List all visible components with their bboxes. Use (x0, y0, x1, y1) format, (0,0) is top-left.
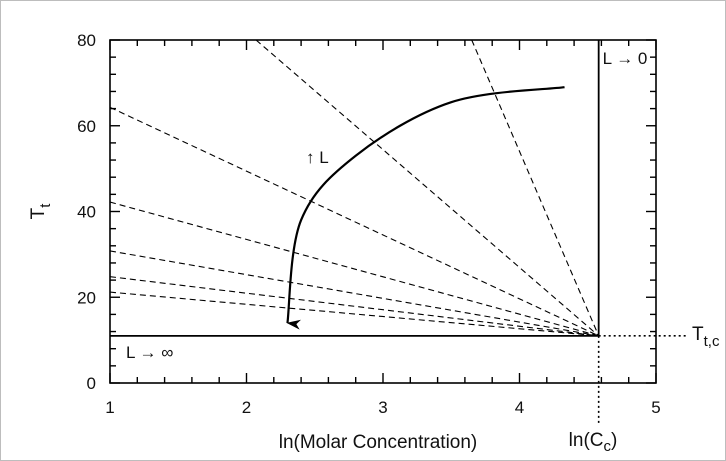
y-tick-label: 20 (77, 288, 96, 307)
dashed-line (255, 40, 600, 337)
critical-temperature-label-main: T (692, 324, 704, 345)
y-tick-label: 0 (87, 374, 96, 393)
critical-concentration-label-subscript: c (604, 438, 612, 455)
dashed-line (110, 291, 599, 337)
y-tick-labels: 0 20 40 60 80 (77, 31, 96, 393)
x-tick-label: 4 (515, 398, 524, 417)
critical-concentration-label-main: ln(C (569, 430, 604, 451)
x-tick-label: 1 (105, 398, 114, 417)
dashed-line (110, 201, 599, 337)
l-infinity-label: L → ∞ (126, 343, 173, 362)
dashed-line (110, 250, 599, 337)
x-axis-label: ln(Molar Concentration) (279, 432, 478, 453)
critical-dotted-lines (597, 335, 686, 424)
y-axis-label: Tt (28, 203, 54, 220)
y-tick-label: 80 (77, 31, 96, 50)
x-tick-label: 2 (242, 398, 251, 417)
dashed-line (471, 40, 600, 337)
critical-temperature-label: Tt,c (692, 324, 720, 350)
x-tick-labels: 1 2 3 4 5 (105, 398, 660, 417)
y-tick-label: 40 (77, 203, 96, 222)
critical-concentration-label-suffix: ) (611, 430, 617, 451)
axis-ticks (109, 39, 657, 384)
dashed-line (110, 276, 599, 337)
increasing-l-label: ↑ L (306, 148, 329, 167)
increasing-l-arrow-curve (286, 86, 565, 330)
l-zero-label: L → 0 (603, 49, 648, 68)
dashed-lines (110, 40, 600, 337)
x-tick-label: 5 (651, 398, 660, 417)
y-axis-label-subscript: t (37, 203, 54, 208)
critical-concentration-label: ln(Cc) (569, 430, 618, 455)
y-axis-label-main: T (28, 207, 49, 219)
critical-temperature-label-subscript: t,c (704, 333, 720, 350)
y-tick-label: 60 (77, 117, 96, 136)
x-tick-label: 3 (378, 398, 387, 417)
